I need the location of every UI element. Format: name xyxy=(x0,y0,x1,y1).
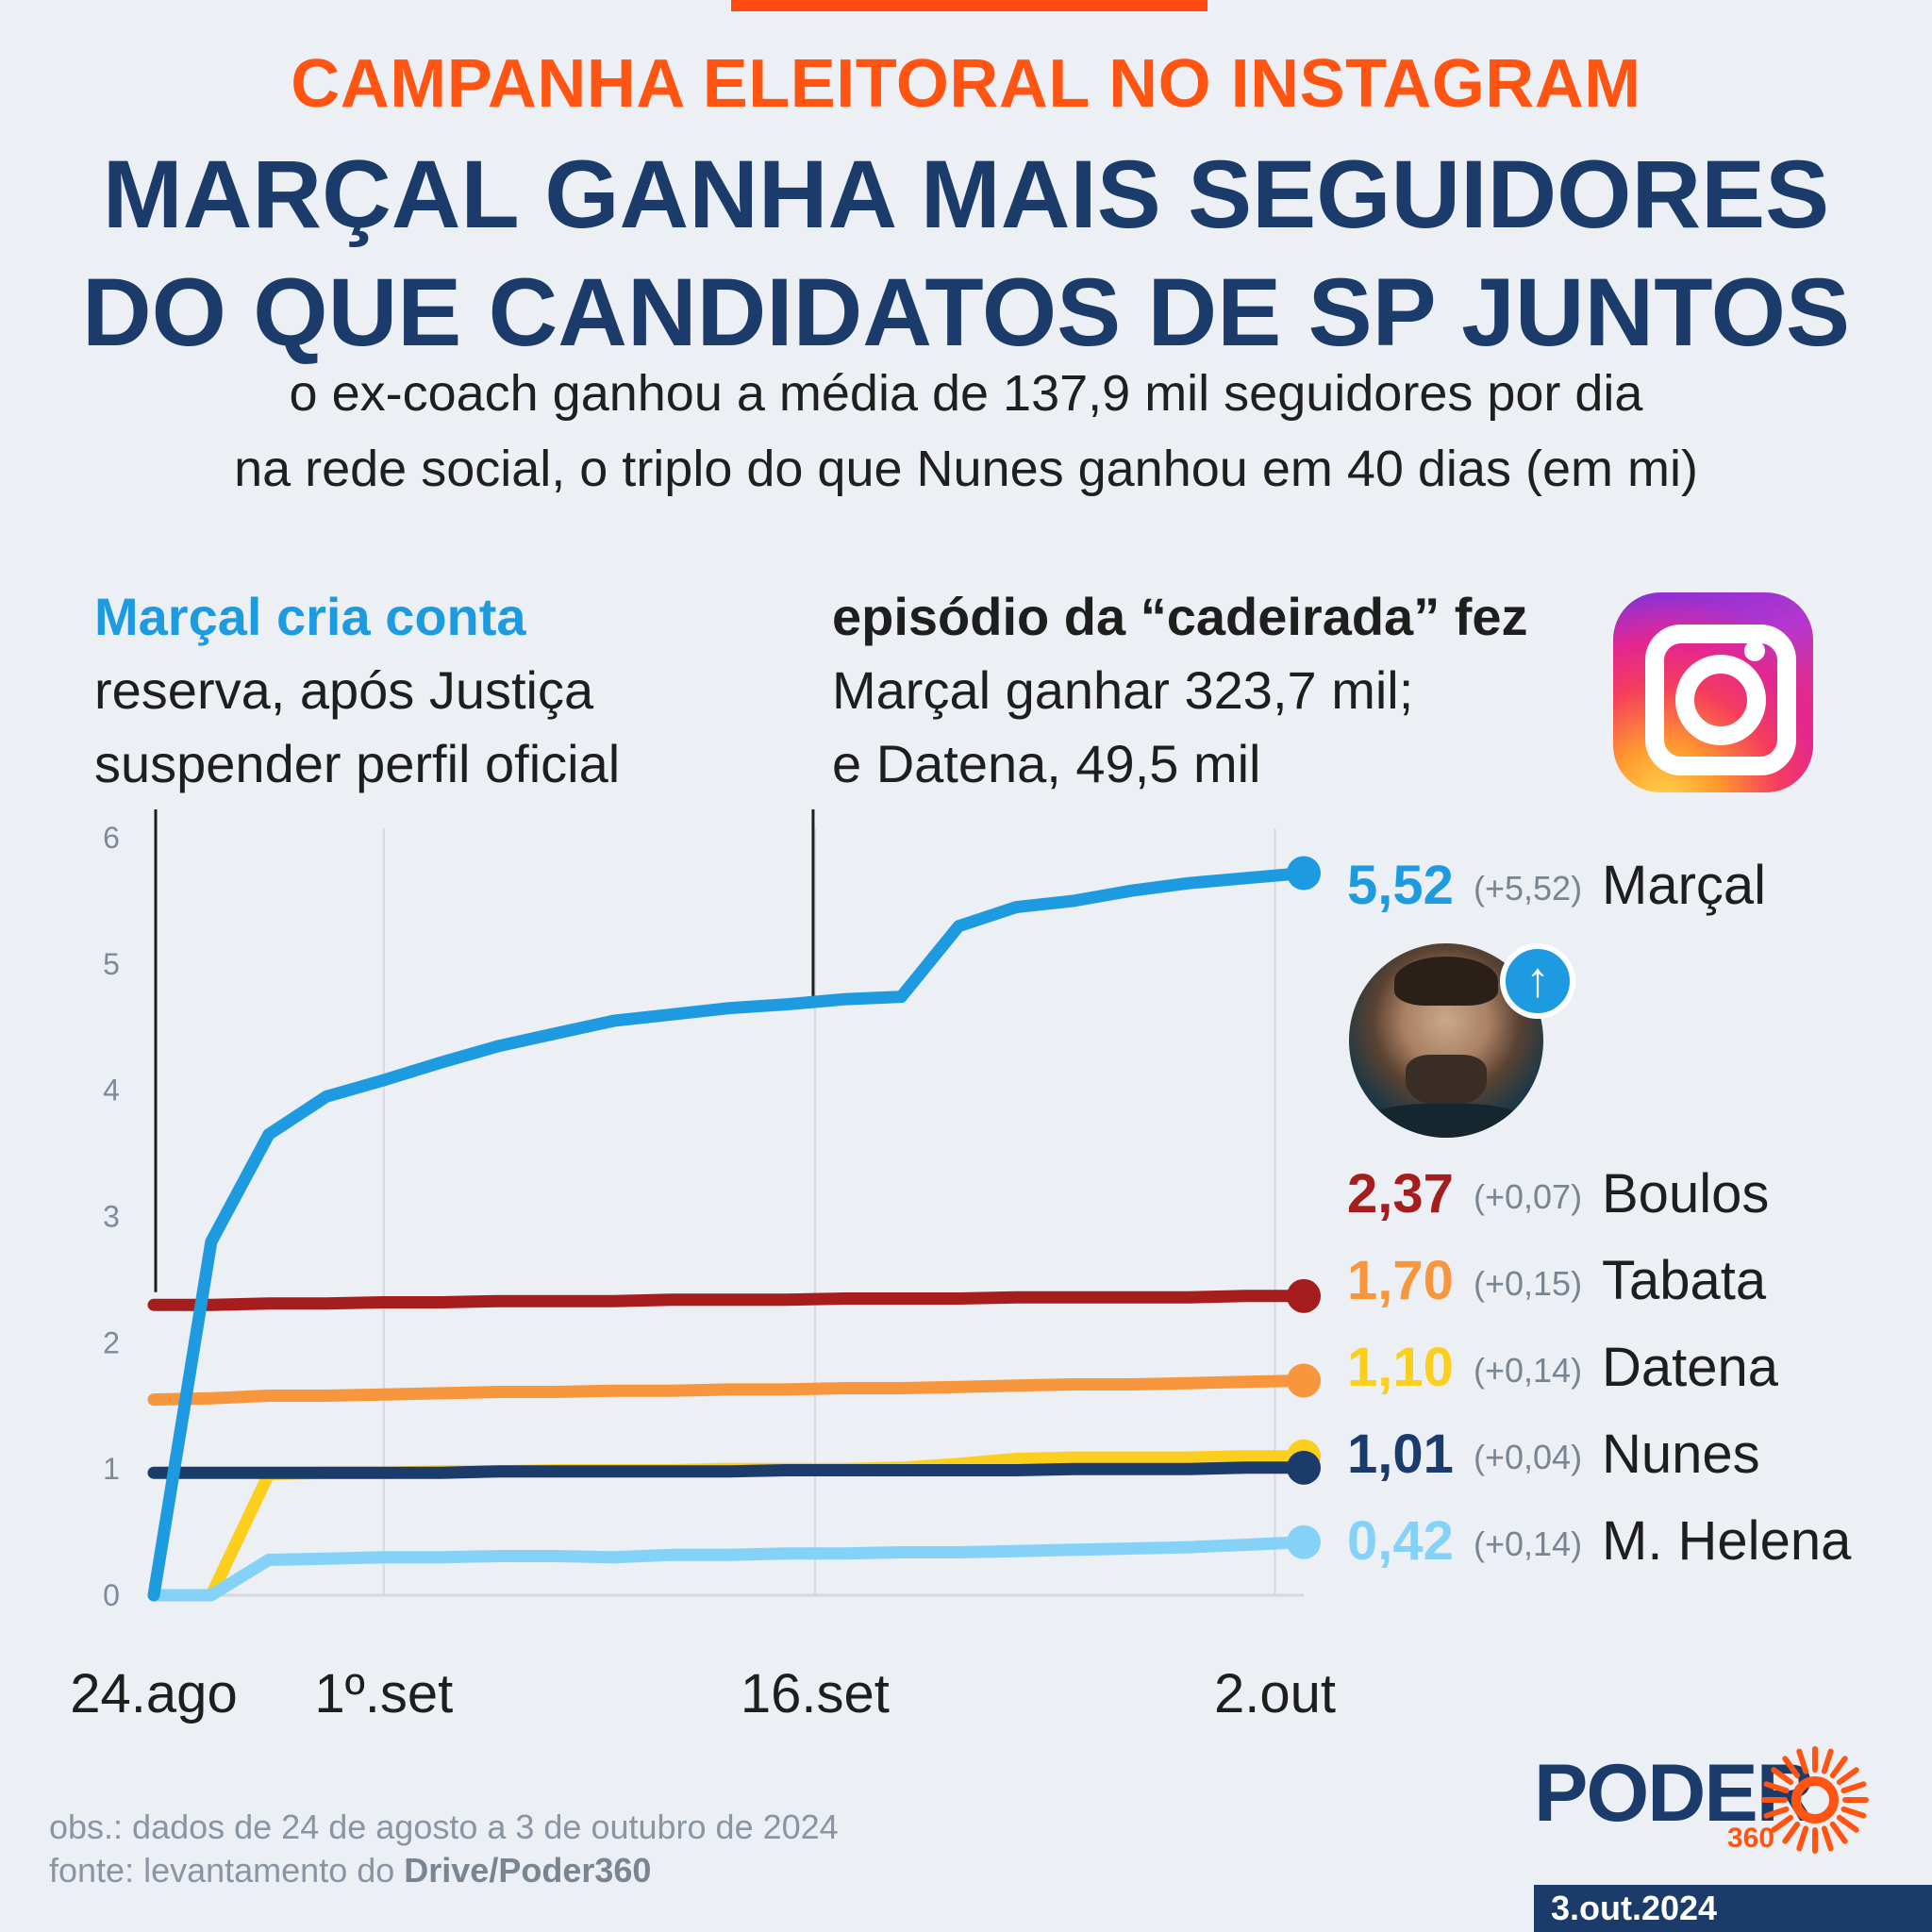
value-label: 1,10 xyxy=(1347,1337,1454,1398)
sun-ray xyxy=(1840,1806,1867,1819)
y-tick-label: 3 xyxy=(103,1200,120,1234)
headline-line-1: MARÇAL GANHA MAIS SEGUIDORES xyxy=(102,141,1830,248)
y-tick-label: 1 xyxy=(103,1452,120,1486)
source-note: fonte: levantamento do Drive/Poder360 xyxy=(49,1851,651,1890)
delta-label: (+0,04) xyxy=(1474,1438,1582,1476)
series-end-dot xyxy=(1287,1524,1321,1559)
sun-ray xyxy=(1763,1781,1790,1794)
series-name-label: Marçal xyxy=(1602,855,1766,916)
x-tick-label: 2.out xyxy=(1214,1663,1336,1724)
annotation-lead: Marçal cria conta xyxy=(94,587,526,646)
value-label: 1,70 xyxy=(1347,1250,1454,1311)
series-end-dot xyxy=(1287,1278,1321,1313)
logo-text: PODER xyxy=(1534,1748,1815,1839)
avatar-shirt xyxy=(1358,1104,1534,1138)
value-label: 2,37 xyxy=(1347,1163,1454,1224)
series-end-dot xyxy=(1287,1450,1321,1485)
series-name-label: Boulos xyxy=(1602,1163,1769,1224)
value-label: 0,42 xyxy=(1347,1510,1454,1572)
sun-ray xyxy=(1771,1814,1794,1833)
sun-ray xyxy=(1829,1821,1848,1844)
sun-ray xyxy=(1829,1756,1848,1779)
x-tick-label: 1º.set xyxy=(314,1663,453,1724)
subtitle-line-2: na rede social, o triplo do que Nunes ga… xyxy=(234,441,1698,497)
y-tick-label: 0 xyxy=(103,1578,120,1612)
delta-label: (+0,07) xyxy=(1474,1177,1582,1216)
series-name-label: Tabata xyxy=(1602,1250,1767,1311)
annotation-cadeirada: episódio da “cadeirada” fez Marçal ganha… xyxy=(832,580,1568,801)
series-name-label: Nunes xyxy=(1602,1424,1760,1485)
annotation-lead: episódio da “cadeirada” fez xyxy=(832,587,1528,646)
instagram-logo-icon xyxy=(1613,592,1813,792)
sun-ray xyxy=(1840,1781,1867,1794)
value-label: 5,52 xyxy=(1347,855,1454,916)
series-line-boulos xyxy=(147,1290,1310,1311)
poder360-logo: PODER 360 xyxy=(1534,1746,1869,1854)
sun-ray xyxy=(1763,1806,1790,1819)
source-bold: Drive/Poder360 xyxy=(404,1851,652,1890)
source-prefix: fonte: levantamento do xyxy=(49,1851,405,1890)
series-line-tabata xyxy=(147,1374,1310,1407)
annotation-new-account: Marçal cria conta reserva, após Justiça … xyxy=(94,580,774,801)
series-line-m-helena xyxy=(147,1536,1310,1602)
series-end-dot xyxy=(1287,856,1321,891)
instagram-dot xyxy=(1744,641,1765,661)
kicker: CAMPANHA ELEITORAL NO INSTAGRAM xyxy=(291,46,1641,122)
x-tick-label: 24.ago xyxy=(70,1663,237,1724)
series-name-label: Datena xyxy=(1602,1337,1779,1398)
headline-line-2: DO QUE CANDIDATOS DE SP JUNTOS xyxy=(81,258,1851,366)
y-tick-label: 6 xyxy=(103,821,120,855)
delta-label: (+5,52) xyxy=(1474,869,1582,908)
sun-ray xyxy=(1771,1767,1794,1786)
annotation-line: reserva, após Justiça xyxy=(94,660,594,720)
sun-ray xyxy=(1796,1748,1809,1774)
sun-ray xyxy=(1796,1825,1809,1852)
date-badge: 3.out.2024 xyxy=(1534,1885,1932,1932)
instagram-ring xyxy=(1645,625,1796,775)
sun-ray xyxy=(1821,1825,1834,1852)
annotation-line: suspender perfil oficial xyxy=(94,734,621,793)
logo-number: 360 xyxy=(1727,1823,1775,1854)
y-tick-label: 5 xyxy=(103,947,120,981)
series-name-label: M. Helena xyxy=(1602,1510,1852,1572)
series-line-mar-al xyxy=(147,867,1310,1602)
sun-ray xyxy=(1821,1748,1834,1774)
sun-ray xyxy=(1782,1756,1801,1779)
series-line-nunes xyxy=(147,1461,1310,1479)
obs-note: obs.: dados de 24 de agosto a 3 de outub… xyxy=(49,1807,839,1846)
sun-ray xyxy=(1782,1821,1801,1844)
delta-label: (+0,15) xyxy=(1474,1264,1582,1303)
annotation-line: Marçal ganhar 323,7 mil; xyxy=(832,660,1414,720)
y-tick-label: 4 xyxy=(103,1074,120,1108)
sun-ray xyxy=(1836,1814,1859,1833)
sun-ray xyxy=(1836,1767,1859,1786)
series-end-dot xyxy=(1287,1363,1321,1398)
top-accent-bar xyxy=(731,0,1208,11)
delta-label: (+0,14) xyxy=(1474,1351,1582,1390)
subtitle-line-1: o ex-coach ganhou a média de 137,9 mil s… xyxy=(289,365,1643,422)
annotation-line: e Datena, 49,5 mil xyxy=(832,734,1261,793)
x-tick-label: 16.set xyxy=(741,1663,890,1724)
y-tick-label: 2 xyxy=(103,1325,120,1359)
sun-rays-icon xyxy=(1761,1746,1869,1854)
avatar-hair xyxy=(1394,957,1498,1006)
arrow-up-icon: ↑ xyxy=(1500,943,1575,1019)
value-label: 1,01 xyxy=(1347,1424,1454,1485)
delta-label: (+0,14) xyxy=(1474,1524,1582,1563)
avatar-beard xyxy=(1406,1055,1487,1108)
